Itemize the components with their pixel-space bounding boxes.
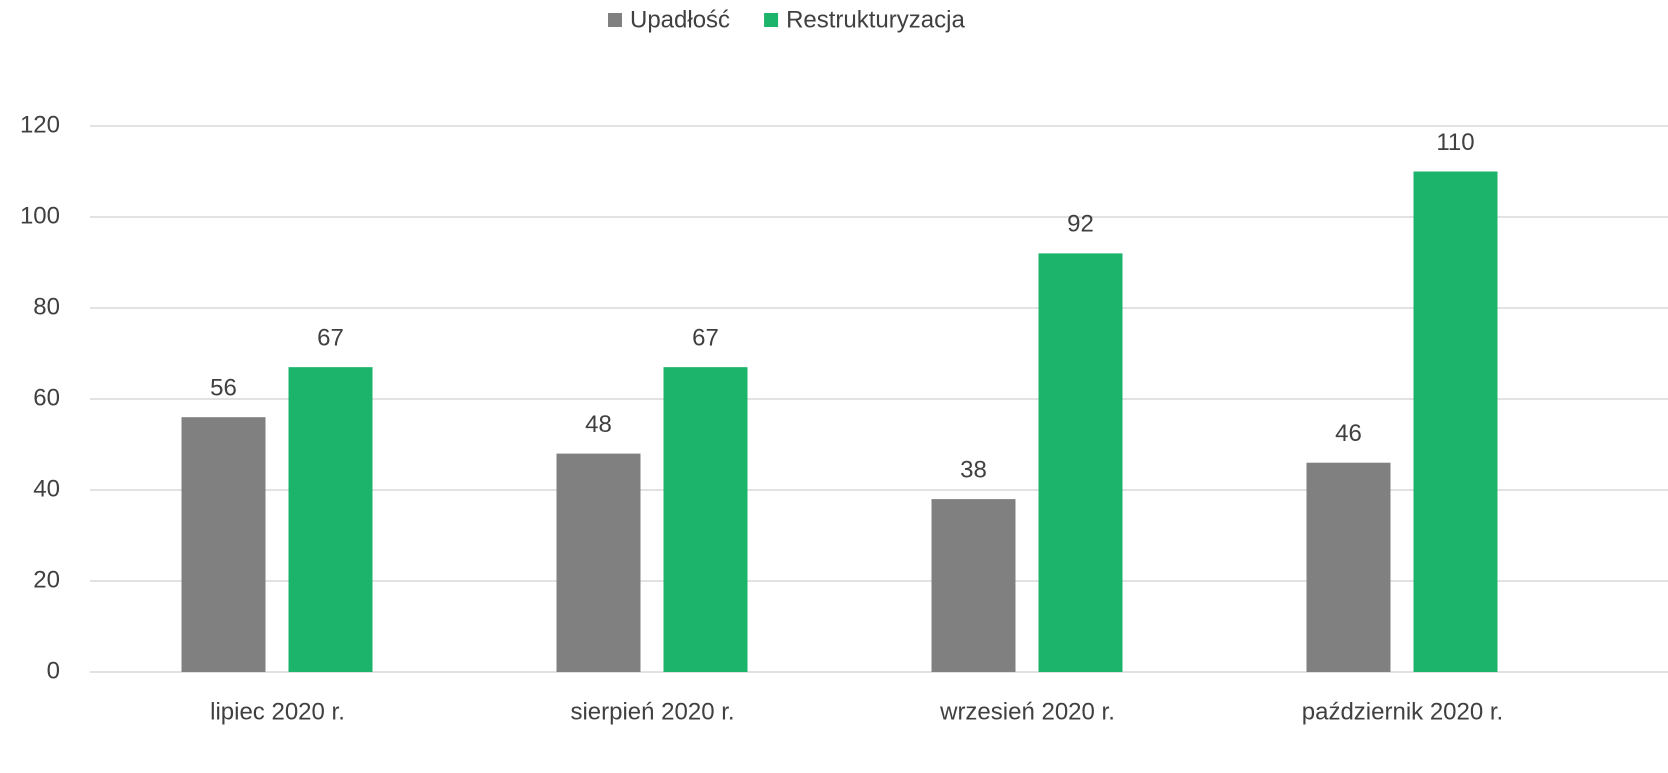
x-tick-label: lipiec 2020 r.	[210, 698, 345, 725]
data-label: 56	[210, 375, 237, 402]
legend-label: Upadłość	[630, 6, 730, 33]
bar	[1306, 462, 1391, 672]
data-label: 38	[960, 456, 987, 483]
bar	[1038, 253, 1123, 672]
bar	[181, 417, 266, 672]
y-tick-label: 80	[33, 293, 60, 320]
data-label: 110	[1436, 129, 1474, 156]
y-tick-label: 120	[20, 111, 60, 138]
legend-swatch	[608, 13, 622, 27]
data-label: 46	[1335, 420, 1362, 447]
legend-label: Restrukturyzacja	[786, 6, 965, 33]
bar	[556, 453, 641, 672]
y-tick-label: 20	[33, 566, 60, 593]
legend-swatch	[764, 13, 779, 27]
data-label: 48	[585, 411, 612, 438]
bar	[1413, 171, 1498, 672]
bar	[288, 367, 373, 672]
bar	[931, 499, 1016, 672]
data-label: 67	[317, 324, 344, 351]
y-tick-label: 60	[33, 384, 60, 411]
data-label: 92	[1067, 211, 1094, 238]
x-tick-label: wrzesień 2020 r.	[939, 698, 1115, 725]
bar	[663, 367, 748, 672]
data-label: 67	[692, 324, 719, 351]
y-tick-label: 100	[20, 202, 60, 229]
x-tick-label: sierpień 2020 r.	[570, 698, 734, 725]
x-tick-label: październik 2020 r.	[1302, 698, 1503, 725]
y-tick-label: 0	[47, 657, 60, 684]
y-tick-label: 40	[33, 475, 60, 502]
